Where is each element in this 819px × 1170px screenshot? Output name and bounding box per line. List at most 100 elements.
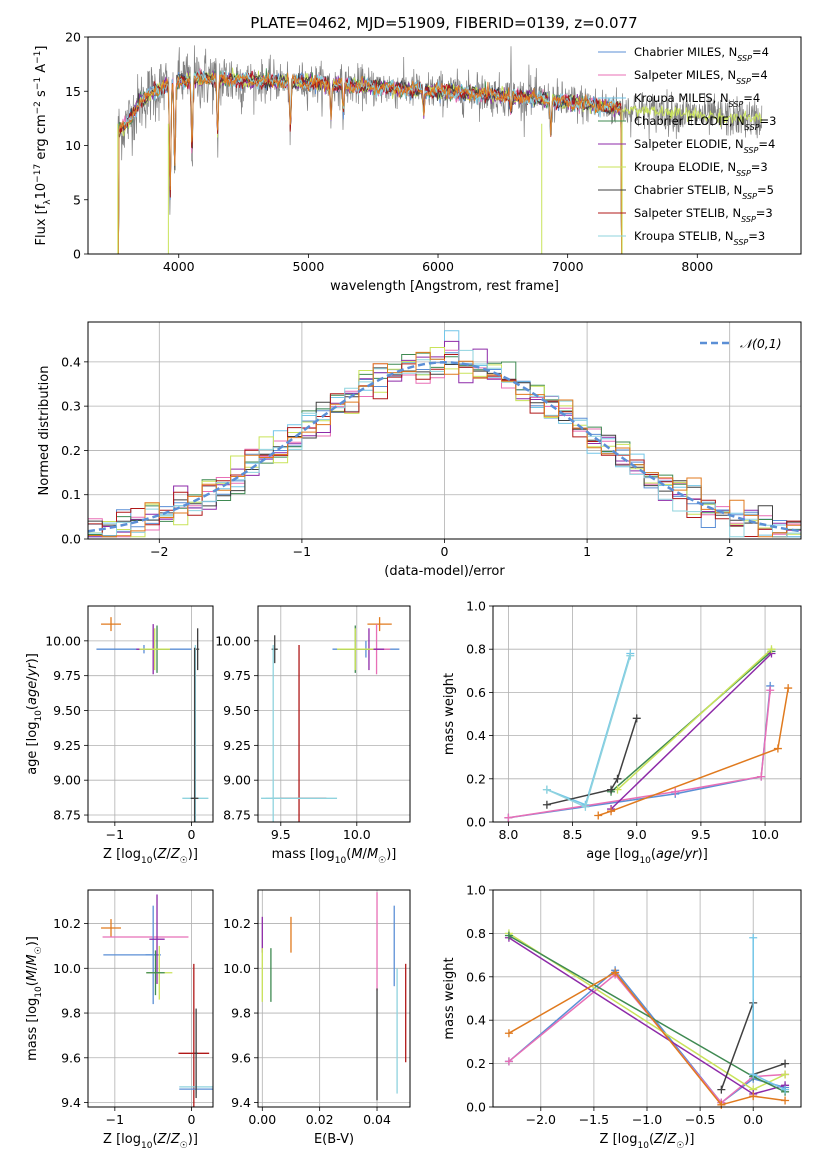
spectrum-ytick-label: 5 xyxy=(73,192,81,207)
age_vs_z-ylabel-part: yr xyxy=(25,662,40,678)
massweight_vs_z-series-marker xyxy=(611,968,620,977)
age_vs_mass-ytick-label: 9.75 xyxy=(223,668,251,683)
massweight_vs_age-series-marker xyxy=(773,744,782,753)
spectrum-legend-label-part: Kroupa ELODIE, N xyxy=(634,160,736,174)
spectrum-legend-label-part: Kroupa STELIB, N xyxy=(634,229,734,243)
massweight_vs_age-series-marker xyxy=(632,714,641,723)
mass_vs_ebv-xtick-label: 0.02 xyxy=(306,1112,334,1127)
age_vs_z-xtick-label: −1 xyxy=(106,827,124,842)
spectrum-legend-label-part: Chabrier ELODIE, N xyxy=(634,114,745,128)
massweight_vs_age-panel: 8.0 8.5 9.0 9.5 10.0 0.0 0.2 0.4 0.6 0.8 1.0 age [l… xyxy=(442,599,802,866)
age_vs_mass-frame xyxy=(257,605,411,823)
massweight_vs_age-xlabel-part: )] xyxy=(698,847,708,862)
spectrum-legend-label-part: SSP xyxy=(745,123,760,132)
age_vs_z-ytick-label: 8.75 xyxy=(53,808,81,823)
age_vs_mass-ytick-label: 9.25 xyxy=(223,738,251,753)
age_vs_mass-xlabel-part: ( xyxy=(346,847,351,862)
age_vs_z-xlabel-part: 10 xyxy=(141,856,153,866)
massweight_vs_age-series-marker xyxy=(594,811,603,820)
age_vs_mass-xlabel-part: mass [log xyxy=(272,847,335,862)
massweight_vs_z-panel: −2.0 −1.5 −1.0 −0.5 0.0 0.0 0.2 0.4 0.6 0.8 1.0 Z [… xyxy=(442,883,802,1151)
spectrum-ylabel-part: −17 xyxy=(33,164,43,183)
spectrum-legend-label-part: =3 xyxy=(756,206,773,220)
massweight_vs_age-series-marker xyxy=(626,651,635,660)
residuals-xlabel: (data-model)/error xyxy=(384,564,505,579)
spectrum-legend-label-part: SSP xyxy=(744,146,759,155)
spectrum-legend-label-part: =4 xyxy=(743,91,760,105)
age_vs_mass-xlabel-part: 10 xyxy=(335,856,347,866)
massweight_vs_age-series-marker xyxy=(607,785,616,794)
massweight_vs_age-xlabel-part: 10 xyxy=(639,856,651,866)
mass_vs_z-ylabel-part: mass [log xyxy=(25,998,40,1061)
residuals-normal-curve xyxy=(88,361,801,533)
spectrum-xtick-label: 5000 xyxy=(292,259,324,274)
mass_vs_z-xlabel-part: / xyxy=(166,1132,171,1147)
massweight_vs_age-xlabel-part: age [log xyxy=(586,847,639,862)
age_vs_z-ylabel-part: ( xyxy=(25,705,40,710)
age_vs_z-ylabel: age [log10(age/yr)] xyxy=(25,653,44,775)
mass_vs_z-xlabel-part: ☉ xyxy=(180,1141,188,1151)
massweight_vs_z-xlabel-part: ☉ xyxy=(676,1141,684,1151)
age_vs_mass-xtick-label: 10.0 xyxy=(343,827,371,842)
spectrum-legend-label-part: Chabrier MILES, N xyxy=(634,45,737,59)
massweight_vs_age-ytick-label: 0.8 xyxy=(466,642,486,657)
age_vs_z-xlabel-part: )] xyxy=(188,847,198,862)
massweight_vs_z-xlabel-part: / xyxy=(663,1132,668,1147)
age_vs_mass-ytick-label: 10.00 xyxy=(215,633,251,648)
massweight_vs_z-ytick-label: 0.4 xyxy=(466,1013,486,1028)
massweight_vs_z-series-marker xyxy=(749,1092,758,1101)
spectrum-ylabel-part: Flux [f xyxy=(34,204,49,245)
massweight_vs_age-xtick-label: 8.5 xyxy=(563,827,583,842)
age_vs_mass-xlabel-part: )] xyxy=(386,847,396,862)
spectrum-ylabel-part: 10 xyxy=(34,183,49,200)
age_vs_z-ylabel-part: age [log xyxy=(25,722,40,775)
massweight_vs_age-xtick-label: 9.0 xyxy=(627,827,647,842)
mass_vs_z-ylabel-part: )] xyxy=(25,936,40,946)
mass_vs_z-ylabel-part: / xyxy=(25,965,40,970)
mass_vs_z-ytick-label: 9.6 xyxy=(61,1050,81,1065)
spectrum-xtick-label: 8000 xyxy=(681,259,713,274)
mass_vs_ebv-ytick-label: 10.2 xyxy=(223,916,251,931)
massweight_vs_z-series-line xyxy=(752,937,786,1091)
age_vs_mass-points xyxy=(261,617,400,822)
massweight_vs_age-ytick-label: 0.6 xyxy=(466,685,486,700)
spectrum-legend-label-part: =5 xyxy=(757,183,774,197)
spectrum-ylabel-part: λ xyxy=(43,199,53,205)
spectrum-ytick-label: 0 xyxy=(73,247,81,262)
massweight_vs_age-series-marker xyxy=(613,774,622,783)
massweight_vs_z-ytick-label: 0.8 xyxy=(466,926,486,941)
mass_vs_z-xlabel-part: 10 xyxy=(141,1141,153,1151)
massweight_vs_age-series-line xyxy=(508,690,771,819)
mass_vs_z-xtick-label: 0 xyxy=(188,1112,196,1127)
spectrum-legend-label-part: SSP xyxy=(736,77,751,86)
massweight_vs_z-ytick-label: 1.0 xyxy=(466,883,486,898)
spectrum-xtick-label: 7000 xyxy=(552,259,584,274)
massweight_vs_z-xlabel: Z [log10(Z/Z☉)] xyxy=(600,1132,695,1151)
massweight_vs_z-series-marker xyxy=(504,1057,513,1066)
massweight_vs_age-series-marker xyxy=(767,645,776,654)
mass_vs_z-xlabel-part: Z [log xyxy=(103,1132,141,1147)
mass_vs_z-xlabel-part: )] xyxy=(188,1132,198,1147)
residuals-panel: −2 −1 0 1 2 0.0 0.1 0.2 0.3 0.4 (data-model)/error… xyxy=(37,321,802,579)
spectrum-ylabel-part: A xyxy=(34,64,49,77)
age_vs_mass-ytick-label: 8.75 xyxy=(223,808,251,823)
mass_vs_z-panel: −1 09.49.69.810.010.2Z [log10(Z/Z☉)]mass … xyxy=(25,889,214,1151)
massweight_vs_age-series-line xyxy=(610,652,773,810)
age_vs_mass-ytick-label: 9.50 xyxy=(223,703,251,718)
massweight_vs_z-series-marker xyxy=(504,931,513,940)
mass_vs_ebv-ytick-label: 9.4 xyxy=(231,1095,251,1110)
massweight_vs_age-xtick-label: 10.0 xyxy=(751,827,779,842)
spectrum-lines xyxy=(117,45,763,254)
spectrum-ylabel-part: −1 xyxy=(33,51,43,64)
massweight_vs_age-series-line xyxy=(616,648,773,791)
massweight_vs_age-series-marker xyxy=(766,686,775,695)
spectrum-legend-label: Salpeter ELODIE, NSSP=4 xyxy=(634,137,775,155)
age_vs_z-ytick-label: 9.75 xyxy=(53,668,81,683)
massweight_vs_age-xtick-label: 8.0 xyxy=(498,827,518,842)
massweight_vs_age-ytick-label: 0.0 xyxy=(466,815,486,830)
massweight_vs_z-series-marker xyxy=(717,1085,726,1094)
massweight_vs_age-xlabel-part: ( xyxy=(651,847,656,862)
massweight_vs_z-series-marker xyxy=(781,1085,790,1094)
spectrum-panel: 4000 5000 6000 7000 8000 0 5 10 15 20 wavelength [… xyxy=(33,30,802,294)
